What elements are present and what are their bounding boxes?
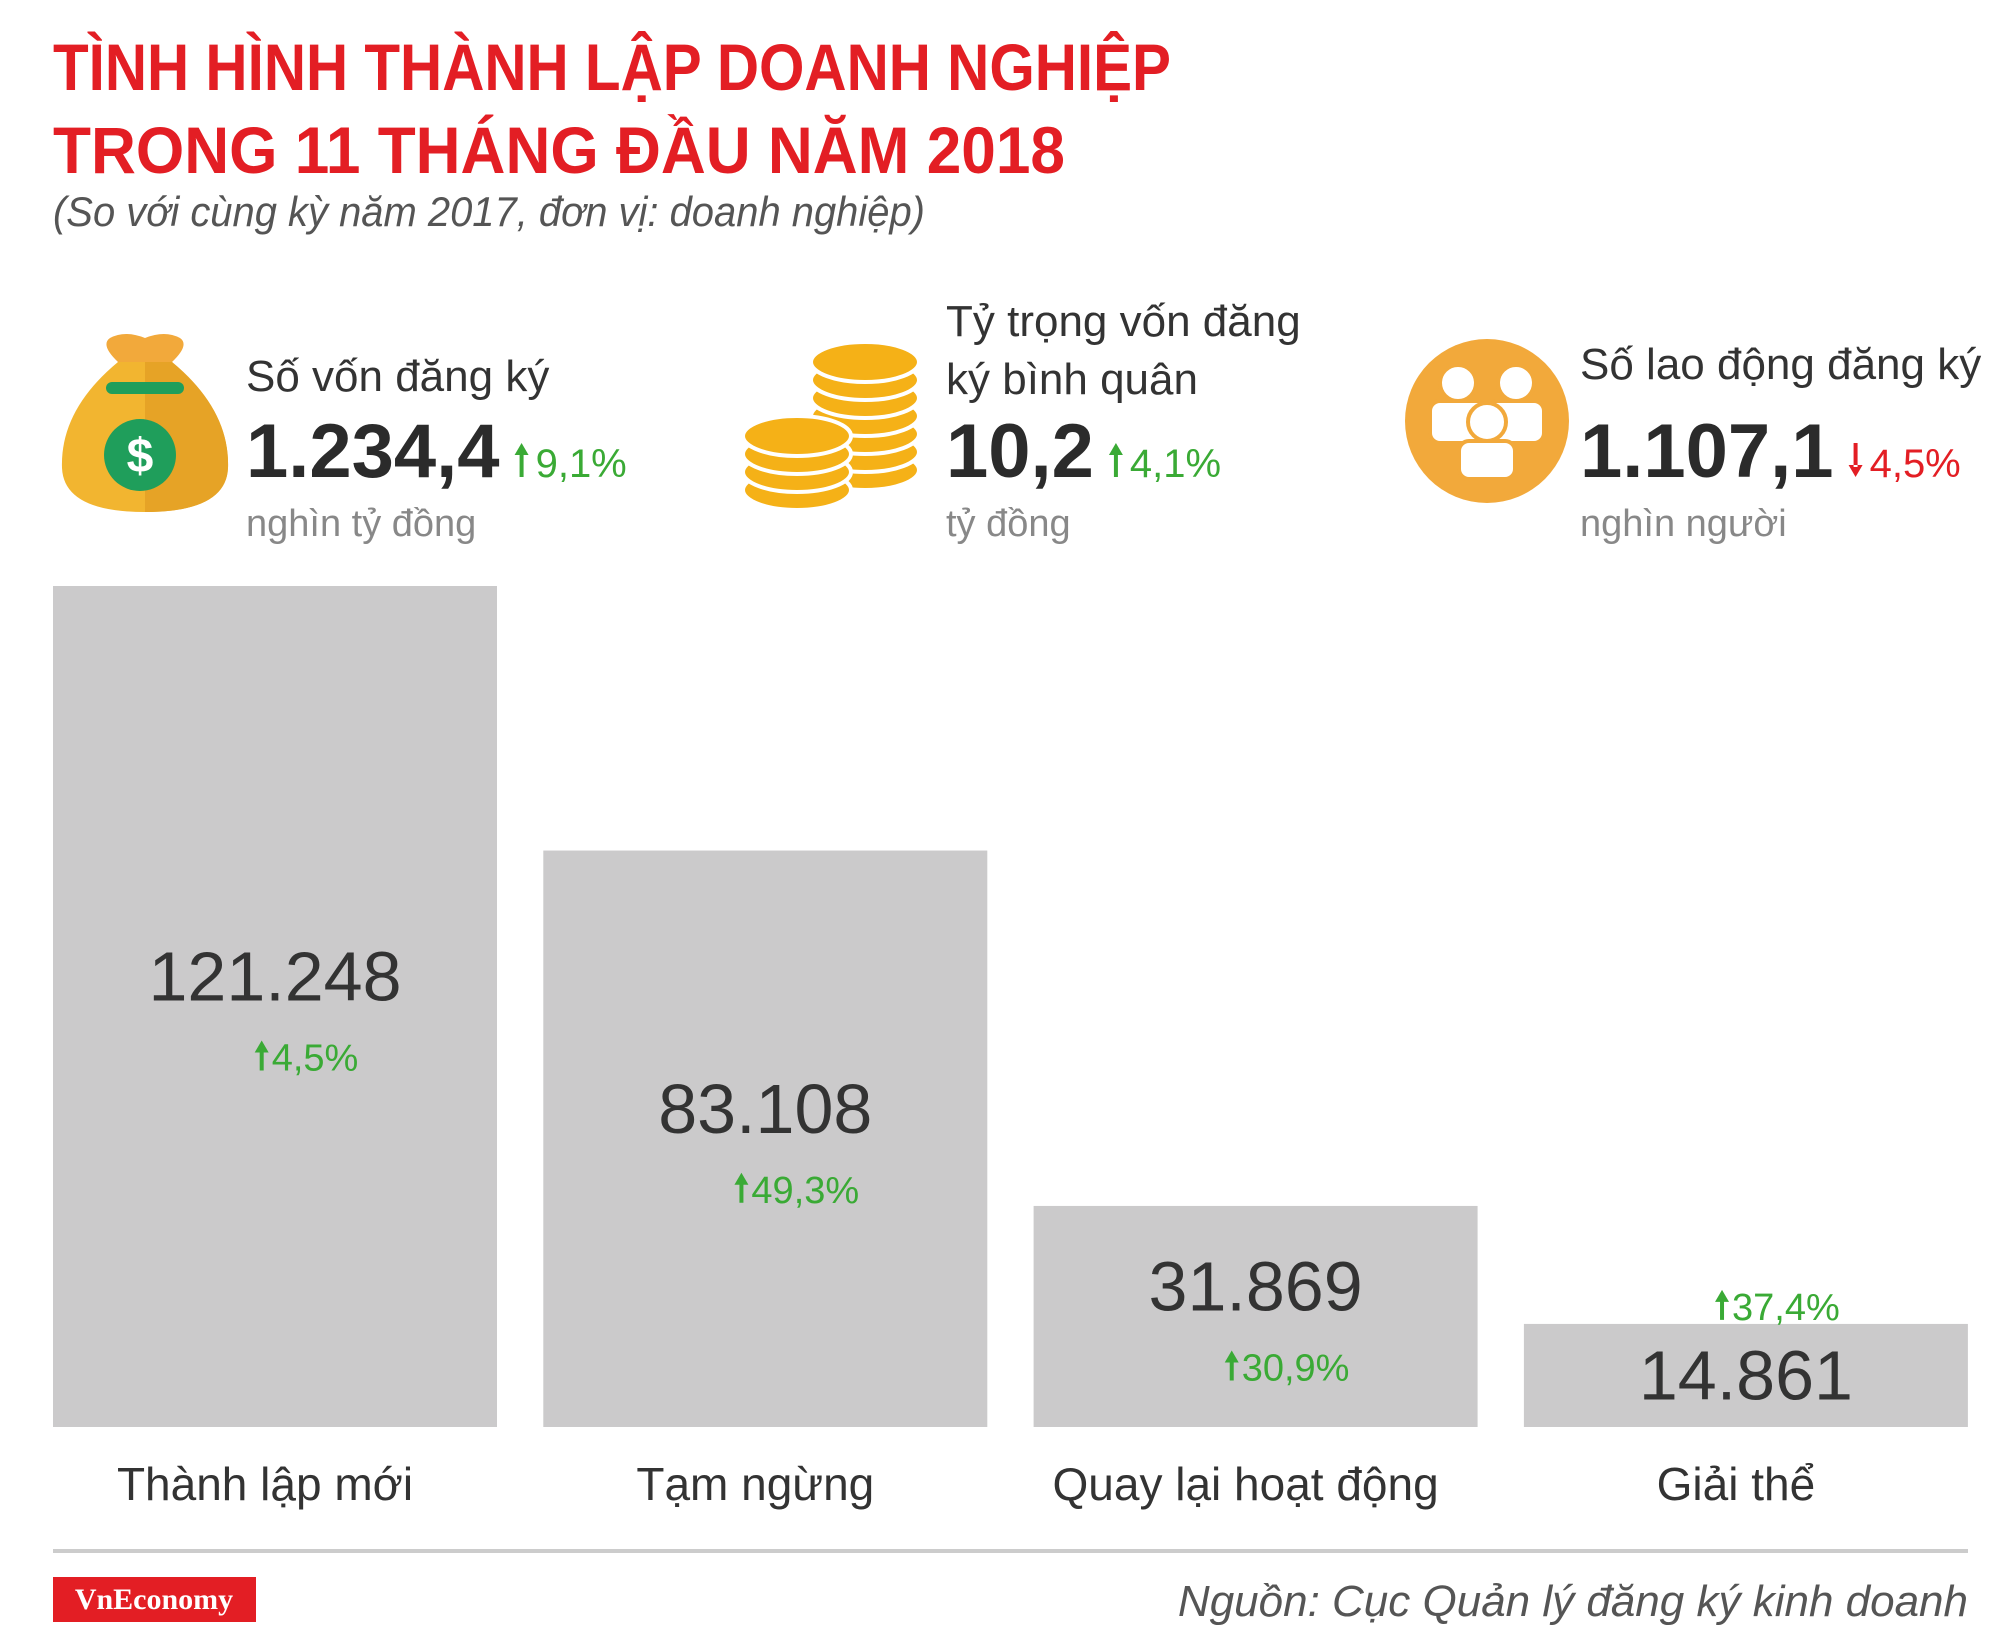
change-arrow (734, 1172, 749, 1203)
bar (53, 586, 497, 1427)
change-arrow (1108, 443, 1123, 477)
kpi-label: Số vốn đăng ký (246, 352, 549, 401)
title: TÌNH HÌNH THÀNH LẬP DOANH NGHIỆP (53, 30, 1171, 104)
kpi-label: Tỷ trọng vốn đăng (946, 297, 1301, 346)
kpi-label: Số lao động đăng ký (1580, 340, 1981, 389)
money-bag-icon: $ (61, 334, 229, 512)
kpi-unit: nghìn tỷ đồng (246, 503, 476, 545)
people-icon (1405, 339, 1569, 503)
subtitle: (So với cùng kỳ năm 2017, đơn vị: doanh … (53, 188, 925, 235)
category-label: Thành lập mới (117, 1458, 413, 1510)
bar-value-label: 14.861 (1639, 1336, 1853, 1414)
bar-change-label: 4,5% (272, 1038, 359, 1080)
bar-value-label: 121.248 (148, 938, 401, 1016)
svg-text:$: $ (127, 430, 154, 483)
bar-change-label: 37,4% (1732, 1287, 1840, 1329)
bar-change-label: 49,3% (751, 1170, 859, 1212)
change-arrow (254, 1040, 269, 1071)
kpi-change: 9,1% (536, 442, 627, 486)
bar-value-label: 83.108 (658, 1070, 872, 1148)
logo-text: VnEconomy (75, 1583, 233, 1616)
bar (1523, 1323, 1968, 1427)
coins-icon (741, 340, 921, 512)
kpi-change: 4,1% (1130, 442, 1221, 486)
kpi-change: 4,5% (1870, 442, 1961, 486)
bar-change-label: 30,9% (1242, 1347, 1350, 1389)
source: Nguồn: Cục Quản lý đăng ký kinh doanh (1178, 1577, 1968, 1626)
category-label: Giải thể (1657, 1458, 1816, 1510)
bar-value-label: 31.869 (1149, 1247, 1363, 1325)
logo-box (53, 1577, 256, 1622)
bar (543, 850, 988, 1427)
change-arrow (1224, 1350, 1239, 1381)
kpi-value: 10,2 (946, 409, 1094, 494)
kpi-value: 1.234,4 (246, 409, 500, 494)
kpi-unit: nghìn người (1580, 503, 1787, 545)
kpi-label: ký bình quân (946, 355, 1198, 404)
category-label: Quay lại hoạt động (1053, 1458, 1439, 1510)
change-arrow (1715, 1289, 1730, 1320)
change-arrow (1848, 443, 1863, 477)
title: TRONG 11 THÁNG ĐẦU NĂM 2018 (53, 113, 1065, 187)
kpi-value: 1.107,1 (1580, 409, 1834, 494)
category-label: Tạm ngừng (636, 1458, 874, 1510)
kpi-unit: tỷ đồng (946, 503, 1071, 545)
bar (1033, 1205, 1478, 1427)
change-arrow (514, 443, 529, 477)
